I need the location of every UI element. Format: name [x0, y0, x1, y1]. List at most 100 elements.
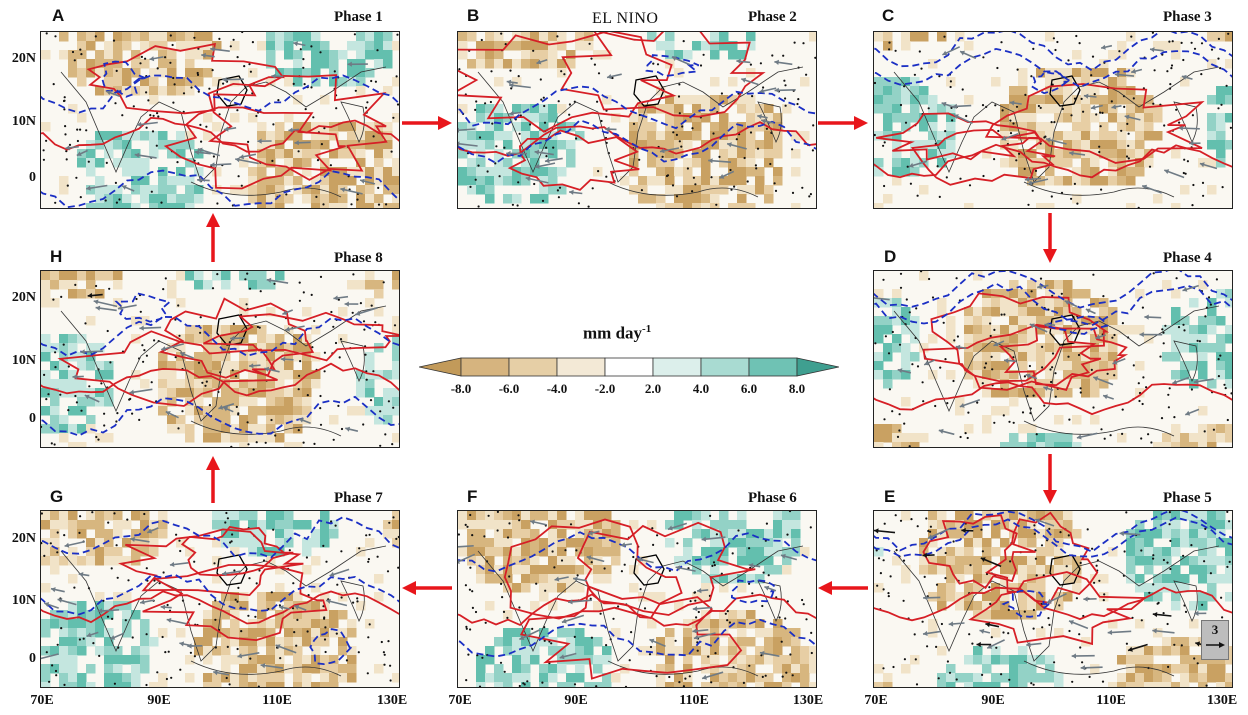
significance-dot	[1009, 119, 1012, 122]
precip-cell	[1090, 131, 1100, 141]
precip-cell	[185, 50, 195, 60]
precip-cell	[248, 406, 258, 416]
precip-cell	[1171, 592, 1181, 602]
precip-cell	[982, 538, 992, 548]
precip-cell	[212, 167, 222, 177]
precip-cell	[530, 140, 540, 150]
precip-cell	[991, 682, 1001, 687]
precip-cell	[149, 149, 159, 159]
precip-cell	[275, 334, 285, 344]
precip-cell	[248, 280, 258, 290]
precip-cell	[901, 433, 911, 443]
precip-cell	[1063, 131, 1073, 141]
precip-cell	[95, 32, 105, 42]
precip-cell	[991, 361, 1001, 371]
precip-cell	[104, 397, 114, 407]
precip-cell	[539, 628, 549, 638]
precip-cell	[239, 298, 249, 308]
precip-cell	[512, 511, 522, 521]
precip-cell	[883, 95, 893, 105]
precip-cell	[185, 185, 195, 195]
precip-cell	[1180, 637, 1190, 647]
precip-cell	[311, 682, 321, 687]
significance-dot	[52, 83, 55, 86]
precip-cell	[86, 280, 96, 290]
precip-cell	[149, 520, 159, 530]
significance-dot	[1209, 303, 1212, 306]
precip-cell	[773, 113, 783, 123]
precip-cell	[683, 203, 693, 208]
precip-cell	[1198, 574, 1208, 584]
precip-cell	[185, 388, 195, 398]
significance-dot	[539, 78, 542, 81]
precip-cell	[955, 547, 965, 557]
precip-cell	[1225, 352, 1232, 362]
precip-cell	[41, 682, 51, 687]
significance-dot	[366, 672, 369, 675]
significance-dot	[372, 370, 375, 373]
precip-cell	[701, 203, 711, 208]
precip-cell	[293, 610, 303, 620]
precip-cell	[892, 158, 902, 168]
precip-cell	[874, 664, 884, 674]
precip-cell	[548, 140, 558, 150]
wind-vector-head	[692, 628, 697, 634]
precip-cell	[383, 176, 393, 186]
precip-cell	[239, 511, 249, 521]
precip-cell	[557, 628, 567, 638]
precip-cell	[982, 424, 992, 434]
precip-cell	[692, 203, 702, 208]
significance-dot	[889, 575, 892, 578]
precip-cell	[86, 361, 96, 371]
negative-contour	[458, 85, 816, 130]
significance-dot	[1093, 581, 1096, 584]
precip-cell	[77, 361, 87, 371]
precip-cell	[257, 280, 267, 290]
significance-dot	[1167, 393, 1170, 396]
precip-cell	[356, 122, 366, 132]
significance-dot	[809, 193, 812, 196]
significance-dot	[315, 195, 318, 198]
precip-cell	[1090, 158, 1100, 168]
precip-cell	[104, 131, 114, 141]
precip-cell	[782, 682, 792, 687]
precip-cell	[356, 158, 366, 168]
precip-cell	[1153, 583, 1163, 593]
wind-vector-head	[237, 653, 243, 659]
precip-cell	[158, 59, 168, 69]
wind-vector-head	[347, 61, 352, 67]
significance-dot	[714, 652, 717, 655]
significance-dot	[302, 58, 305, 61]
precip-cell	[1018, 610, 1028, 620]
precip-cell	[392, 113, 399, 123]
precip-cell	[791, 520, 801, 530]
precip-cell	[494, 167, 504, 177]
precip-cell	[656, 673, 666, 683]
map-phase-3	[874, 32, 1232, 208]
precip-cell	[1198, 538, 1208, 548]
precip-cell	[347, 41, 357, 51]
precip-cell	[928, 104, 938, 114]
precip-cell	[746, 104, 756, 114]
significance-dot	[1171, 40, 1174, 43]
precip-cell	[329, 610, 339, 620]
precip-cell	[1045, 95, 1055, 105]
precip-cell	[1171, 664, 1181, 674]
precip-cell	[530, 131, 540, 141]
significance-dot	[603, 567, 606, 570]
precip-cell	[530, 50, 540, 60]
precip-cell	[1027, 655, 1037, 665]
significance-dot	[1100, 428, 1103, 431]
significance-dot	[623, 563, 626, 566]
precip-cell	[1216, 316, 1226, 326]
significance-dot	[54, 669, 58, 673]
significance-dot	[1202, 194, 1205, 197]
significance-dot	[396, 103, 399, 106]
precip-cell	[95, 185, 105, 195]
precip-cell	[239, 271, 249, 281]
precip-cell	[203, 325, 213, 335]
precip-cell	[973, 646, 983, 656]
precip-cell	[356, 547, 366, 557]
significance-dot	[1090, 74, 1093, 77]
precip-cell	[467, 122, 477, 132]
